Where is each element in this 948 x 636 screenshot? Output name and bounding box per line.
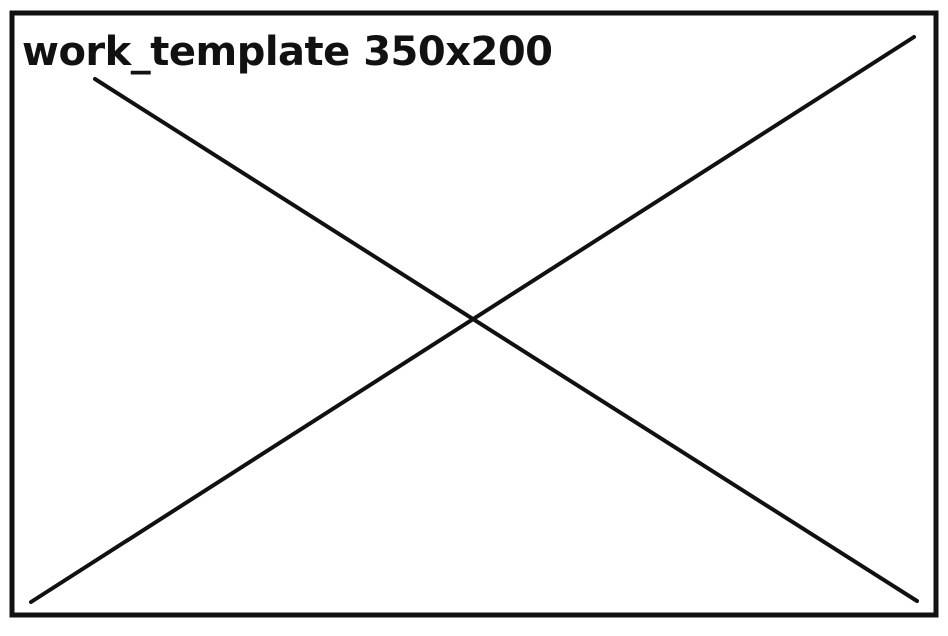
placeholder-title: work_template 350x200 [22,29,553,75]
cross-line-descending [93,77,919,603]
cross-line-ascending [29,35,916,604]
placeholder-border [9,10,939,618]
